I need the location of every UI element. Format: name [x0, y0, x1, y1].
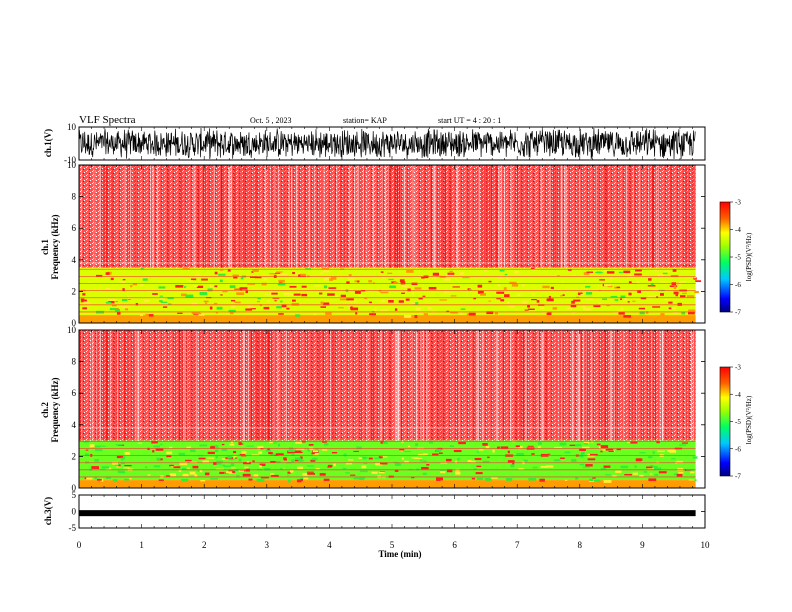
colorbar-tick-label: -6: [735, 281, 741, 289]
ch2-spectrogram-tick-label: 8: [72, 357, 77, 367]
colorbar-tick-label: -5: [735, 254, 741, 262]
ch1-spectrogram-ylabel: Frequency (kHz): [50, 214, 60, 279]
x-tick-label: 2: [202, 540, 207, 550]
x-axis-label: Time (min): [378, 549, 421, 559]
colorbar-tick-label: -4: [735, 226, 741, 234]
ch2-spectrogram-ylabel: Frequency (kHz): [50, 377, 60, 442]
ch1-spectrogram-tick-label: 0: [72, 318, 77, 328]
ch1-spectrogram-tick-label: 4: [72, 255, 77, 265]
ch1-waveform-trace: [78, 127, 696, 160]
colorbar-tick-label: -3: [735, 199, 741, 207]
start-time-label: start UT = 4 : 20 : 1: [438, 116, 501, 125]
ch2-spectrogram-band: [79, 440, 696, 481]
ch3-waveform-panel: 5 0 -5: [69, 490, 706, 533]
x-tick-label: 9: [640, 540, 645, 550]
colorbar-2-label: log(PSD)(V²/Hz): [745, 395, 753, 444]
ch1-spectrogram-band: [79, 165, 696, 268]
ch2-spectrogram-tick-label: 0: [72, 483, 77, 493]
colorbar-tick-label: -7: [735, 473, 741, 481]
ch3-waveform-ylabel: ch.3(V): [43, 497, 53, 525]
x-tick-label: 6: [452, 540, 457, 550]
x-tick-label: 0: [77, 540, 82, 550]
x-tick-label: 1: [139, 540, 144, 550]
ch1-spectrogram-tick-label: 10: [67, 160, 77, 170]
colorbar-tick-label: -4: [735, 391, 741, 399]
ch3-waveform-tick-label: 5: [72, 490, 77, 500]
ch2-spectrogram-panel: 0 2 4 6 8 10: [67, 325, 706, 493]
x-tick-label: 10: [701, 540, 711, 550]
time-axis: 0 1 2 3 4 5 6 7 8 9 10: [77, 540, 710, 550]
colorbar-1-label: log(PSD)(V²/Hz): [745, 232, 753, 281]
ch2-spectrogram-tick-label: 2: [72, 451, 77, 461]
ch1-spectrogram-band: [79, 267, 696, 316]
ch2-spectrogram-tick-label: 10: [67, 325, 77, 335]
date-label: Oct. 5 , 2023: [250, 116, 292, 125]
ch1-waveform-ylabel: ch.1(V): [43, 129, 53, 157]
colorbar-tick-label: -5: [735, 418, 741, 426]
ch1-spectrogram-band: [79, 315, 696, 323]
x-tick-label: 5: [390, 540, 395, 550]
colorbar-2: [719, 366, 731, 477]
x-tick-label: 7: [515, 540, 520, 550]
ch2-spectrogram-band: [79, 480, 696, 488]
ch2-spectrogram-tick-label: 6: [72, 388, 77, 398]
ch1-spectrogram-panel: 0 2 4 6 8 10: [67, 160, 706, 328]
ch3-waveform-tick-label: 0: [72, 507, 77, 517]
ch1-spectrogram-tick-label: 8: [72, 192, 77, 202]
ch2-channel-label: ch.2: [40, 402, 50, 418]
station-label: station= KAP: [343, 116, 387, 125]
colorbar-tick-label: -6: [735, 445, 741, 453]
ch1-channel-label: ch.1: [40, 239, 50, 255]
figure-title: VLF Spectra: [79, 114, 136, 126]
ch1-waveform-tick-label: -10: [64, 155, 76, 165]
ch3-waveform-tick-label: -5: [69, 523, 77, 533]
ch1-spectrogram-tick-label: 6: [72, 223, 77, 233]
x-tick-label: 4: [327, 540, 332, 550]
colorbar-1: [719, 201, 731, 313]
ch3-waveform-trace: [79, 510, 696, 517]
ch2-spectrogram-band: [79, 330, 696, 441]
colorbars: -3 -4 -5 -6 -7 -3 -4 -5 -6 -7: [719, 199, 741, 481]
colorbar-tick-label: -3: [735, 364, 741, 372]
x-tick-label: 3: [265, 540, 270, 550]
ch1-waveform-tick-label: 10: [67, 122, 77, 132]
ch1-spectrogram-tick-label: 2: [72, 286, 77, 296]
ch1-waveform-panel: 10 -10: [64, 122, 706, 165]
ch2-spectrogram-tick-label: 4: [72, 420, 77, 430]
colorbar-tick-label: -7: [735, 309, 741, 317]
x-tick-label: 8: [578, 540, 583, 550]
